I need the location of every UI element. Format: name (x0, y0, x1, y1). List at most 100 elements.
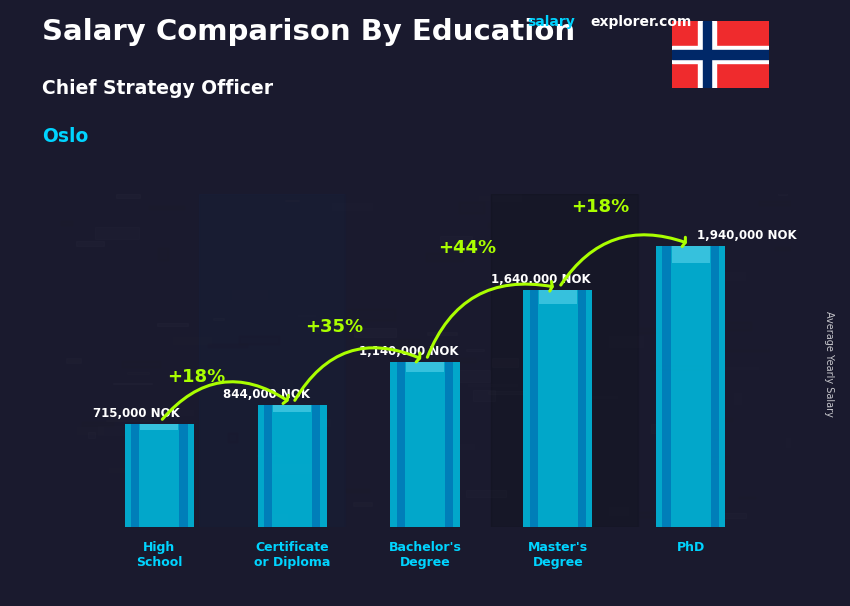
Bar (778, 187, 787, 195)
Bar (95, 227, 139, 239)
Bar (551, 323, 575, 334)
Bar (156, 323, 189, 326)
Bar (298, 315, 315, 316)
Bar (239, 336, 279, 344)
Bar (451, 444, 474, 450)
Bar (271, 514, 287, 522)
Bar (88, 431, 95, 438)
Bar (692, 375, 734, 384)
Bar (466, 349, 484, 351)
Bar (711, 246, 719, 527)
Bar (115, 233, 147, 235)
Bar (396, 452, 419, 459)
Bar (491, 194, 638, 527)
Bar (703, 21, 711, 88)
Text: 1,940,000 NOK: 1,940,000 NOK (698, 229, 797, 242)
Bar (670, 336, 680, 338)
Bar (370, 442, 395, 453)
Bar (131, 424, 139, 527)
Bar (208, 344, 247, 347)
Bar (716, 350, 769, 351)
Text: Average Yearly Salary: Average Yearly Salary (824, 311, 834, 416)
Bar (229, 433, 237, 442)
Bar (257, 454, 281, 456)
Bar (578, 290, 586, 527)
Bar (739, 496, 755, 498)
Bar (106, 420, 152, 421)
Bar (713, 513, 746, 518)
Bar (108, 398, 120, 408)
Bar (488, 391, 527, 394)
Bar (270, 396, 298, 405)
Bar (173, 336, 212, 344)
Bar (438, 299, 464, 308)
Bar (450, 358, 475, 362)
Bar (277, 425, 285, 432)
Bar (524, 290, 592, 527)
Bar (258, 405, 326, 527)
Bar (269, 464, 319, 473)
Bar (609, 336, 643, 347)
Bar (638, 194, 784, 527)
Text: 1,140,000 NOK: 1,140,000 NOK (359, 345, 458, 358)
Bar (113, 383, 151, 384)
Bar (710, 456, 729, 464)
Text: explorer.com: explorer.com (591, 15, 692, 29)
Bar (728, 322, 751, 330)
Bar (542, 333, 553, 338)
Bar (656, 246, 725, 527)
Bar (142, 410, 193, 415)
Bar (609, 507, 627, 515)
Bar (427, 332, 456, 335)
Bar (315, 419, 330, 425)
Bar (468, 384, 518, 386)
Bar (508, 519, 516, 525)
Bar (400, 339, 419, 347)
Bar (213, 318, 224, 319)
Bar (706, 272, 745, 281)
Text: Chief Strategy Officer: Chief Strategy Officer (42, 79, 274, 98)
Bar (125, 424, 194, 527)
Bar (650, 365, 703, 370)
Bar (672, 46, 769, 63)
Bar (212, 478, 218, 482)
Bar (459, 202, 484, 213)
Bar (232, 290, 267, 299)
Bar (66, 358, 82, 362)
Bar (99, 426, 143, 435)
Bar (446, 370, 490, 382)
Bar (479, 259, 487, 271)
Bar (179, 424, 188, 527)
Bar (347, 489, 369, 491)
Bar (246, 300, 267, 307)
Bar (734, 393, 741, 404)
Bar (680, 270, 689, 271)
Bar (348, 309, 394, 320)
Text: +18%: +18% (571, 198, 630, 216)
Text: +44%: +44% (439, 239, 496, 256)
Bar (492, 358, 518, 367)
Bar (608, 328, 660, 333)
Bar (53, 194, 199, 527)
Bar (713, 430, 720, 441)
Text: 844,000 NOK: 844,000 NOK (223, 388, 310, 401)
Bar (133, 513, 169, 517)
Bar (656, 191, 670, 198)
Bar (273, 405, 311, 412)
Bar (390, 362, 460, 527)
Bar (598, 478, 615, 485)
Bar (720, 367, 758, 369)
Bar (698, 21, 716, 88)
Bar (672, 50, 769, 59)
Bar (553, 267, 597, 276)
Bar (672, 246, 710, 263)
Bar (109, 468, 126, 472)
Text: 1,640,000 NOK: 1,640,000 NOK (491, 273, 591, 285)
Bar (82, 422, 113, 426)
Bar (426, 253, 463, 261)
Bar (397, 362, 405, 527)
Bar (567, 396, 617, 398)
Bar (124, 396, 162, 404)
Bar (665, 411, 688, 412)
Bar (731, 244, 782, 253)
